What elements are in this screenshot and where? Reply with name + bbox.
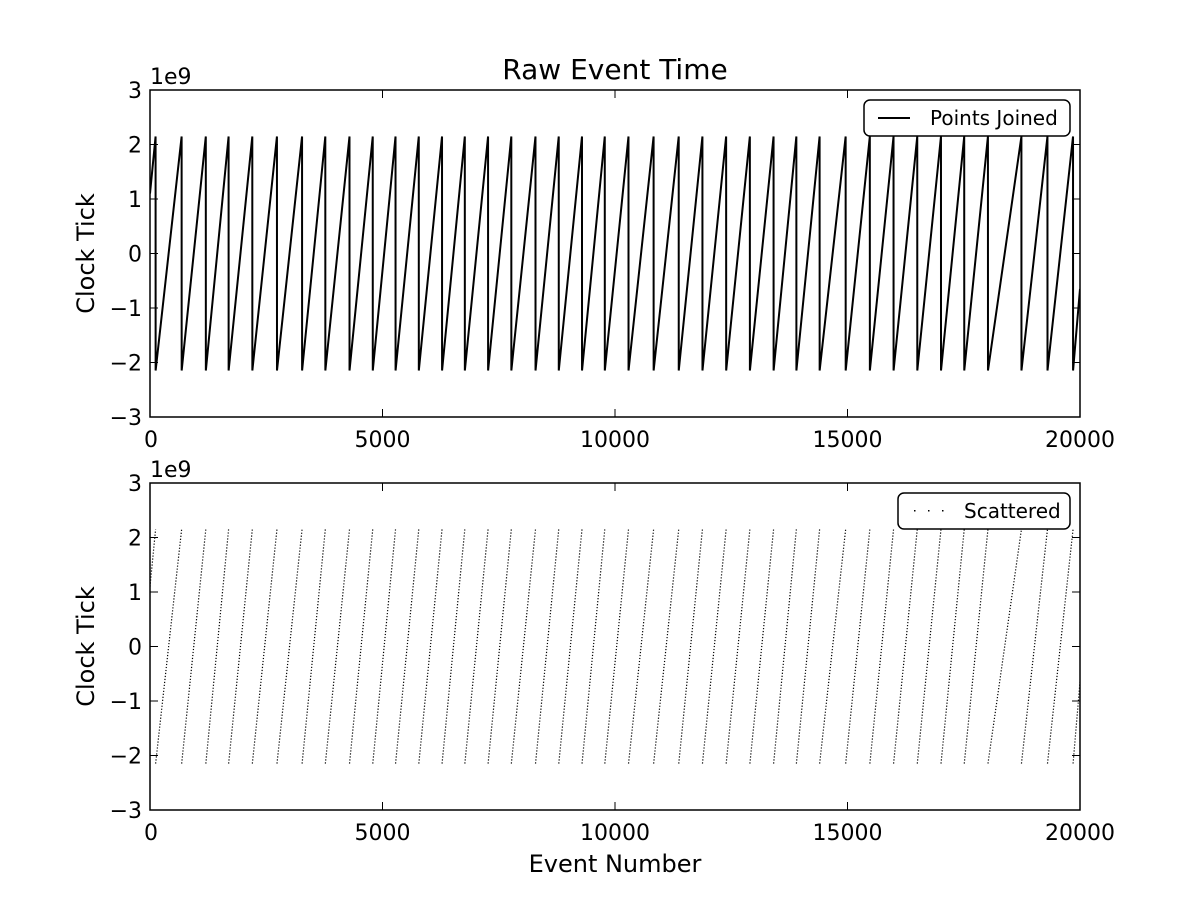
scatter-segment — [987, 529, 1023, 764]
legend-box — [897, 492, 1071, 530]
scatter-segment — [251, 529, 278, 764]
scatter-segment — [487, 529, 512, 764]
x-tick-label: 5000 — [355, 428, 411, 453]
scatter-segment — [464, 529, 489, 764]
scatter-segment — [701, 529, 727, 764]
scatter-segment — [749, 529, 775, 764]
scatter-segment — [845, 529, 871, 764]
scatter-segment — [301, 529, 326, 764]
y-tick-label: −1 — [110, 297, 142, 322]
scatter-segment — [869, 529, 895, 764]
scatter-segment — [155, 529, 183, 764]
scatter-segment — [627, 529, 655, 764]
scatter-segment — [1046, 529, 1074, 764]
x-axis-label: Event Number — [529, 850, 702, 878]
y-tick-label: 3 — [128, 472, 142, 497]
scatter-segment — [228, 529, 253, 764]
legend: Points Joined — [863, 99, 1071, 137]
scatter-segment — [558, 529, 583, 764]
scatter-segment — [725, 529, 751, 764]
scatter-segment — [510, 529, 537, 764]
legend-box — [863, 99, 1071, 137]
scatter-segment — [940, 529, 965, 764]
scatter-segment — [653, 529, 680, 764]
scatter-segment — [678, 529, 704, 764]
scatter-segment — [348, 529, 374, 764]
y-tick-label: 1 — [128, 581, 142, 606]
scatter-segment — [1020, 529, 1049, 764]
legend-label: Scattered — [964, 499, 1061, 523]
scatter-segment — [916, 529, 942, 764]
y-tick-label: −3 — [110, 799, 142, 824]
scatter-segment — [324, 529, 351, 764]
plot-frame — [149, 482, 1081, 811]
y-tick-label: 0 — [128, 636, 142, 661]
x-tick-label: 20000 — [1045, 821, 1115, 846]
scatter-segment — [276, 529, 303, 764]
scatter-segment — [205, 529, 230, 764]
scatter-segment — [150, 529, 157, 587]
y-tick-label: 2 — [128, 527, 142, 552]
scatter-segment — [534, 529, 560, 764]
y-tick-label: 0 — [128, 243, 142, 268]
legend-dot-swatch — [914, 510, 916, 512]
x-tick-label: 15000 — [813, 428, 883, 453]
series-line-points-joined — [150, 136, 1080, 371]
scatter-segment — [892, 529, 918, 764]
y-tick-label: 1 — [128, 188, 142, 213]
y-offset-label: 1e9 — [150, 65, 192, 90]
y-axis-label: Clock Tick — [72, 586, 100, 707]
y-tick-label: −2 — [110, 352, 142, 377]
scatter-segment — [394, 529, 420, 764]
y-offset-label: 1e9 — [150, 458, 192, 483]
x-tick-label: 10000 — [580, 821, 650, 846]
scatter-segment — [418, 529, 443, 764]
y-tick-label: −1 — [110, 690, 142, 715]
x-tick-label: 15000 — [813, 821, 883, 846]
legend-dot-swatch — [928, 510, 930, 512]
scatter-segment — [819, 529, 847, 764]
figure-title: Raw Event Time — [502, 53, 727, 86]
scatter-segment — [604, 529, 630, 764]
y-tick-label: 2 — [128, 134, 142, 159]
y-tick-label: 3 — [128, 79, 142, 104]
scatter-segment — [181, 529, 207, 764]
y-axis-label: Clock Tick — [72, 193, 100, 314]
x-tick-label: 10000 — [580, 428, 650, 453]
x-tick-label: 20000 — [1045, 428, 1115, 453]
legend-label: Points Joined — [930, 106, 1058, 130]
y-tick-label: −2 — [110, 745, 142, 770]
legend: Scattered — [897, 492, 1071, 530]
scatter-segment — [441, 529, 466, 764]
plot-frame — [149, 89, 1081, 418]
legend-dot-swatch — [942, 510, 944, 512]
x-tick-label: 0 — [144, 821, 158, 846]
scatter-segment — [372, 529, 397, 764]
y-tick-label: −3 — [110, 406, 142, 431]
x-tick-label: 5000 — [355, 821, 411, 846]
scatter-segment — [795, 529, 821, 764]
scatter-segment — [773, 529, 797, 764]
x-tick-label: 0 — [144, 428, 158, 453]
scatter-segment — [581, 529, 606, 764]
series-scatter-points — [150, 529, 1080, 764]
scatter-segment — [963, 529, 989, 764]
